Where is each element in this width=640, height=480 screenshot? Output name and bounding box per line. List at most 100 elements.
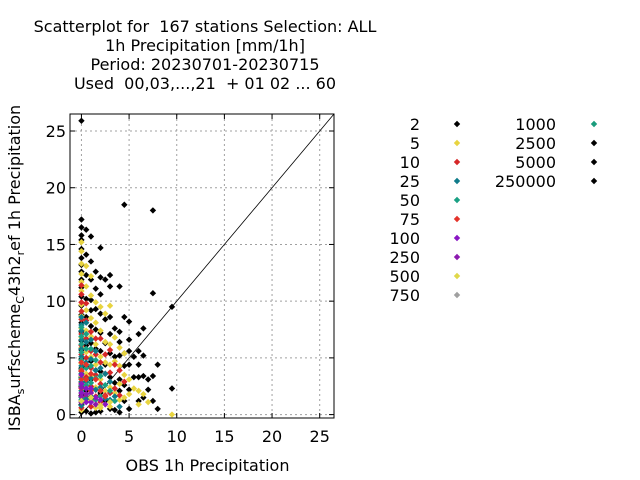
- data-point: [97, 368, 104, 375]
- y-tick-label: 10: [46, 292, 66, 311]
- data-point: [125, 361, 133, 368]
- data-point: [111, 397, 118, 405]
- data-point: [87, 258, 95, 265]
- x-axis-label: OBS 1h Precipitation: [125, 456, 290, 475]
- data-point: [87, 375, 95, 382]
- data-point: [87, 336, 95, 343]
- data-point: [83, 361, 90, 368]
- data-point: [111, 361, 118, 368]
- data-point: [87, 233, 95, 240]
- data-point: [97, 327, 104, 334]
- legend-marker: [453, 139, 461, 147]
- data-point: [106, 283, 114, 290]
- data-point: [92, 335, 99, 342]
- data-point: [87, 394, 95, 401]
- legend-marker: [590, 139, 598, 147]
- data-point: [83, 295, 90, 303]
- data-point: [154, 405, 161, 413]
- y-axis-label: ISBAsurfschemeC43h2ref 1h Precipitation: [5, 105, 27, 431]
- legend-marker: [590, 177, 598, 185]
- data-point: [130, 373, 138, 381]
- data-point: [78, 384, 85, 391]
- data-point: [83, 300, 90, 307]
- data-point: [78, 367, 85, 374]
- data-point: [83, 319, 90, 326]
- data-point: [87, 370, 95, 377]
- legend-marker: [453, 158, 461, 166]
- data-point: [83, 385, 90, 392]
- data-point: [97, 359, 104, 366]
- data-point: [116, 387, 123, 394]
- data-point: [140, 394, 147, 401]
- legend-marker: [590, 120, 598, 128]
- data-point: [106, 313, 114, 321]
- legend-marker: [453, 253, 461, 261]
- data-point: [92, 409, 99, 416]
- data-point: [106, 271, 114, 279]
- data-point: [92, 371, 99, 379]
- data-point: [78, 362, 85, 370]
- data-point: [102, 359, 109, 366]
- data-point: [78, 341, 85, 348]
- data-point: [149, 290, 157, 297]
- data-point: [92, 351, 99, 358]
- data-point: [116, 367, 123, 374]
- data-point: [135, 401, 142, 408]
- data-point: [125, 347, 133, 355]
- y-label-part-5: 43h2: [4, 255, 24, 297]
- legend-marker: [453, 196, 461, 204]
- legend-label: 500: [389, 267, 420, 286]
- data-point: [92, 376, 99, 383]
- data-point: [111, 389, 118, 397]
- data-point: [78, 308, 85, 315]
- data-point: [106, 341, 114, 348]
- data-point: [135, 347, 142, 355]
- data-point: [78, 248, 85, 255]
- legend-label: 250: [389, 248, 420, 267]
- data-point: [168, 385, 176, 392]
- data-point: [106, 369, 114, 376]
- data-point: [97, 291, 104, 298]
- data-point: [92, 268, 99, 275]
- legend-label: 2500: [515, 134, 556, 153]
- data-point: [144, 376, 152, 383]
- data-point: [116, 392, 123, 399]
- data-point: [116, 376, 123, 383]
- legend-marker: [453, 177, 461, 185]
- data-point: [135, 330, 142, 338]
- data-point: [97, 353, 104, 360]
- data-point: [83, 342, 90, 349]
- data-point: [140, 390, 147, 398]
- data-point: [78, 397, 85, 405]
- data-point: [106, 350, 114, 357]
- data-point: [83, 381, 90, 389]
- data-point: [102, 351, 109, 358]
- data-point: [97, 380, 104, 388]
- data-point: [78, 376, 85, 383]
- data-point: [92, 356, 99, 364]
- data-point: [144, 398, 152, 406]
- data-point: [135, 387, 142, 394]
- x-tick-label: 25: [310, 427, 330, 446]
- data-point: [102, 370, 109, 377]
- data-point: [83, 327, 90, 334]
- data-point: [102, 316, 109, 323]
- data-point: [111, 353, 118, 360]
- x-tick-label: 20: [262, 427, 282, 446]
- data-point: [97, 384, 104, 391]
- data-point: [106, 403, 114, 410]
- data-point: [102, 387, 109, 394]
- data-point: [92, 367, 99, 374]
- data-point: [102, 401, 109, 408]
- legend-marker: [453, 291, 461, 299]
- data-point: [78, 287, 85, 295]
- data-point: [121, 201, 128, 208]
- data-point: [83, 395, 90, 402]
- data-point: [92, 319, 99, 326]
- data-point: [97, 303, 104, 311]
- data-point: [116, 283, 123, 290]
- data-point: [125, 390, 133, 398]
- data-point: [83, 226, 90, 233]
- data-point: [111, 385, 118, 392]
